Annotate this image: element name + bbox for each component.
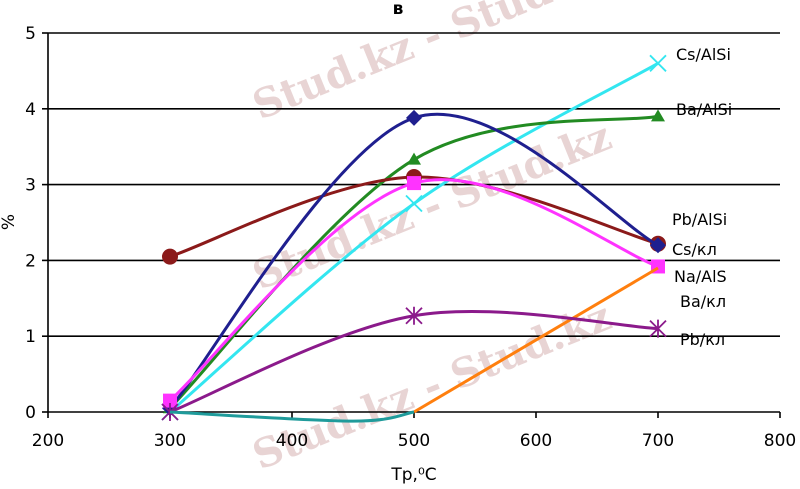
data-point xyxy=(162,248,178,265)
series-label: Ba/кл xyxy=(680,292,726,311)
series-line xyxy=(413,266,659,414)
watermark-text: Stud.kz - Stud.kz xyxy=(246,113,618,300)
data-point xyxy=(649,54,667,72)
axes: 0 1 2 3 4 5 200 300 400 500 600 700 800 xyxy=(25,24,796,451)
data-point xyxy=(651,109,665,122)
series-label: Pb/AlSi xyxy=(672,210,727,229)
data-point xyxy=(407,176,421,191)
series-ba-кл xyxy=(413,266,659,414)
data-point xyxy=(407,152,421,165)
y-tick-label: 5 xyxy=(25,24,36,44)
x-tick-label: 800 xyxy=(764,431,796,451)
watermark-text: Stud.kz - Stud.kz xyxy=(246,293,618,480)
y-tick-label: 2 xyxy=(25,251,36,271)
series-line xyxy=(169,410,415,423)
x-tick-label: 300 xyxy=(154,431,186,451)
x-tick-label: 500 xyxy=(398,431,430,451)
series-label: Cs/AlSi xyxy=(676,45,731,64)
series-label: Pb/кл xyxy=(680,330,725,349)
series-label: Ba/AlSi xyxy=(676,100,732,119)
y-tick-label: 3 xyxy=(25,176,36,196)
data-point xyxy=(650,237,666,254)
y-axis-title: % xyxy=(0,214,19,230)
x-tick-label: 700 xyxy=(642,431,674,451)
series-na-als xyxy=(163,176,665,408)
y-tick-label: 1 xyxy=(25,327,36,347)
series-labels: Cs/AlSi Ba/AlSi Pb/AlSi Cs/кл Na/AlS Ba/кл Pb/… xyxy=(672,45,732,349)
x-tick-label: 400 xyxy=(276,431,308,451)
x-axis-title: Tp,⁰C xyxy=(390,465,436,485)
x-tick-label: 200 xyxy=(32,431,64,451)
data-point xyxy=(163,393,177,408)
series-label: Na/AlS xyxy=(674,267,727,286)
y-tick-label: 4 xyxy=(25,100,36,120)
series-unnamed-7 xyxy=(169,410,415,423)
watermark: Stud.kz - Stud.kz Stud.kz - Stud.kz Stud… xyxy=(246,0,618,479)
data-point xyxy=(649,319,667,338)
data-point xyxy=(405,194,423,213)
watermark-text: Stud.kz - Stud.kz xyxy=(246,0,618,129)
y-tick-label: 0 xyxy=(25,403,36,423)
x-tick-label: 600 xyxy=(520,431,552,451)
data-point xyxy=(405,306,423,325)
data-point xyxy=(406,109,422,126)
series-pb-кл xyxy=(161,306,667,421)
chart-title: в xyxy=(393,0,404,19)
series-layer xyxy=(161,54,667,423)
series-label: Cs/кл xyxy=(672,240,717,259)
